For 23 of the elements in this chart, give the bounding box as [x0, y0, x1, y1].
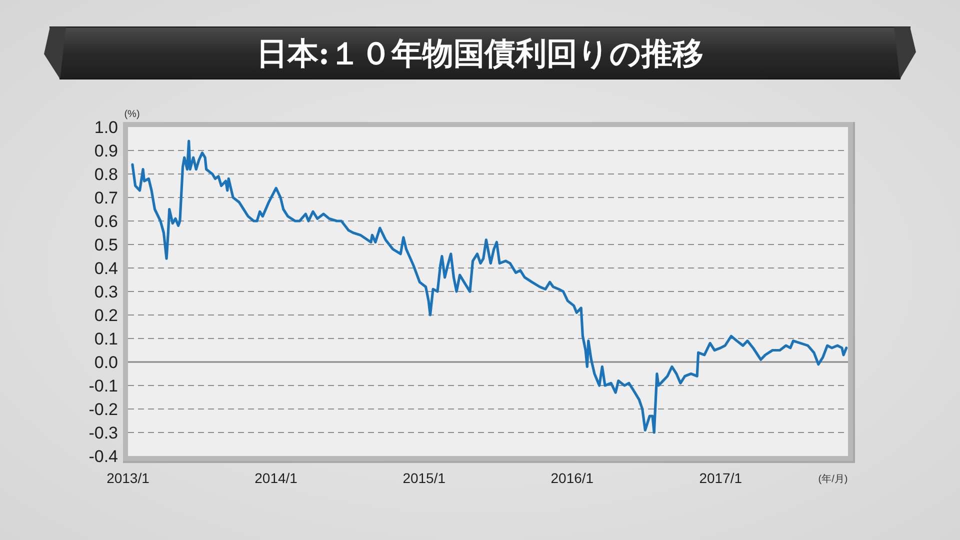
y-tick-label: -0.3: [88, 424, 118, 442]
y-tick-label: 0.8: [94, 165, 118, 184]
x-tick-label: 2016/1: [550, 470, 594, 486]
y-tick-label: 0.5: [94, 236, 118, 254]
y-tick-label: -0.1: [88, 376, 118, 396]
x-tick-label: 2013/1: [106, 470, 150, 486]
x-axis-title: (年/月): [818, 473, 848, 485]
y-tick-label: 1.0: [94, 118, 118, 137]
line-series: [131, 140, 848, 434]
y-tick-label: 0.1: [94, 330, 118, 348]
y-tick-label: 0.4: [94, 259, 118, 278]
x-tick-label: 2017/1: [699, 470, 742, 486]
y-axis-title: (%): [124, 109, 140, 120]
y-tick-label: 0.7: [94, 188, 118, 208]
y-tick-label: 0.9: [94, 142, 118, 160]
y-tick-label: 0.0: [94, 353, 118, 372]
y-tick-label: -0.4: [88, 447, 118, 466]
x-tick-label: 2014/1: [254, 470, 298, 486]
y-tick-label: 0.2: [94, 306, 118, 325]
x-tick-label: 2015/1: [402, 470, 446, 486]
y-tick-label: 0.6: [94, 212, 118, 231]
y-tick-label: -0.2: [88, 400, 118, 419]
y-tick-label: 0.3: [94, 282, 118, 302]
